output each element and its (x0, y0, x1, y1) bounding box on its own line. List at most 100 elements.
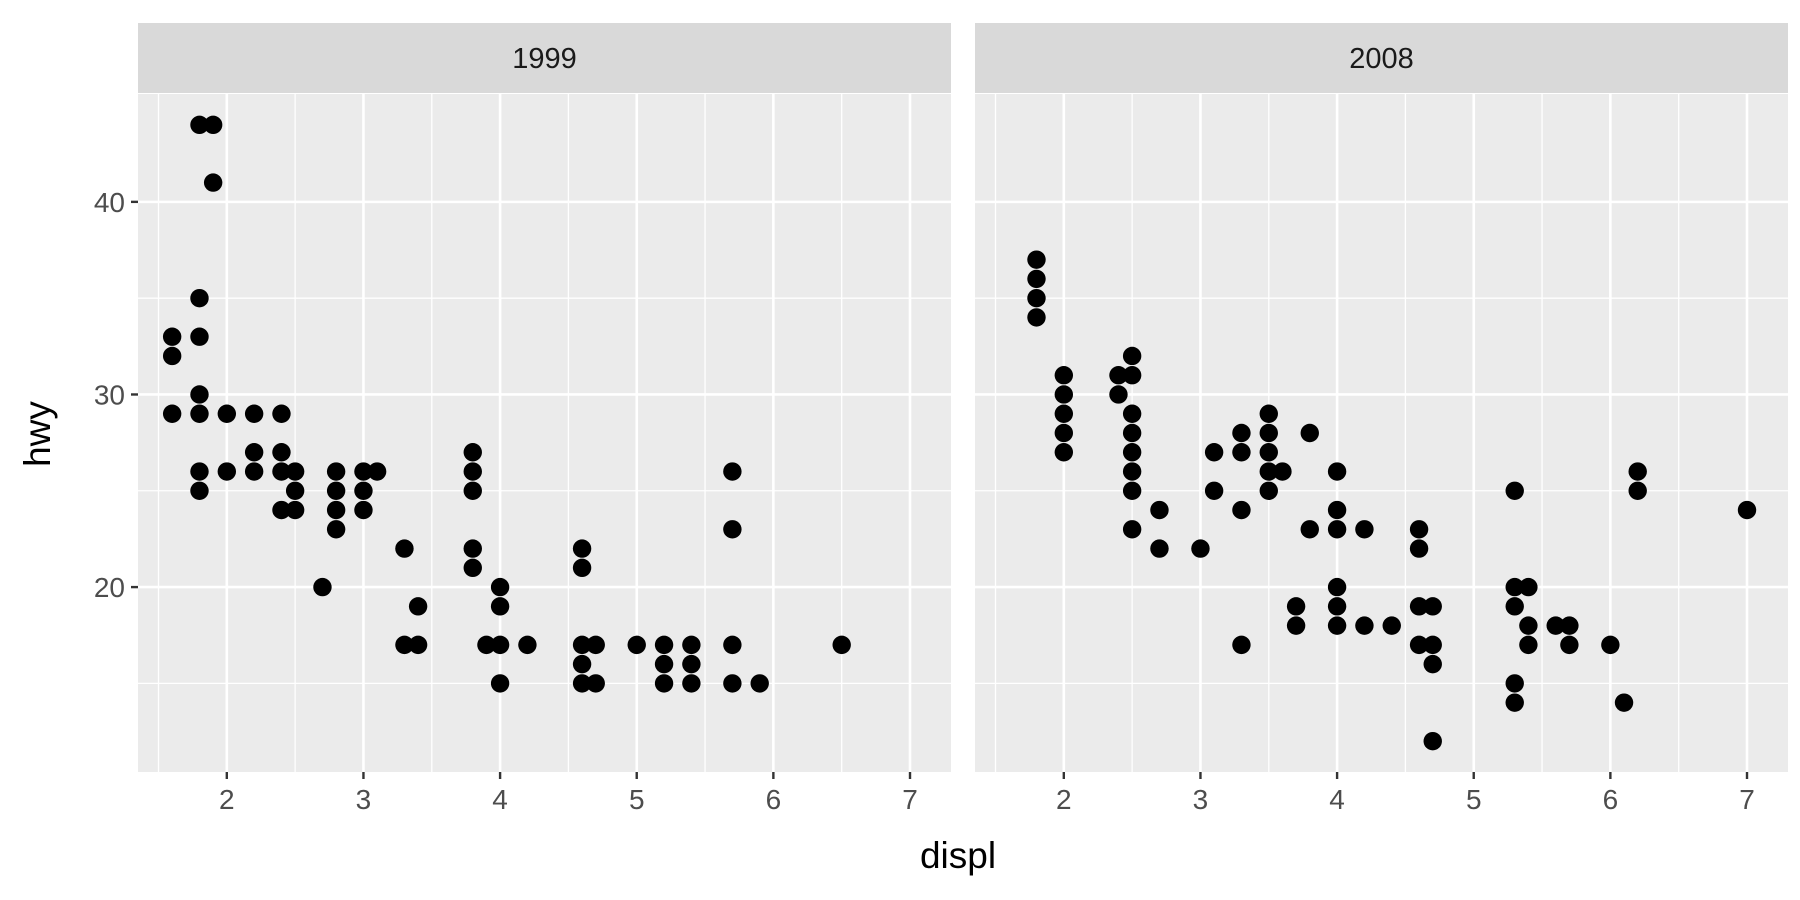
data-point (1122, 481, 1142, 500)
data-point (190, 404, 209, 423)
data-point (408, 597, 428, 616)
data-point (1505, 577, 1524, 597)
data-point (1054, 366, 1074, 385)
data-point (1546, 616, 1565, 635)
data-point (1327, 520, 1347, 539)
data-point (1259, 481, 1278, 500)
data-point (395, 539, 414, 558)
data-point (272, 462, 291, 481)
data-point (654, 674, 674, 693)
data-point (1232, 635, 1251, 655)
data-point (723, 674, 742, 693)
data-point (1327, 462, 1347, 481)
data-point (244, 462, 264, 481)
data-point (1628, 462, 1647, 481)
data-point (723, 635, 742, 655)
data-point (572, 635, 592, 655)
x-tick-label: 5 (629, 784, 645, 815)
data-point (395, 635, 414, 655)
x-axis-title: displ (920, 835, 996, 876)
data-point (572, 558, 592, 578)
data-point (1601, 635, 1620, 655)
data-point (190, 481, 209, 500)
data-point (1027, 288, 1046, 308)
facet-strip (975, 23, 1788, 93)
data-point (1423, 597, 1442, 616)
x-tick-label: 4 (1329, 784, 1345, 815)
data-point (1122, 366, 1142, 385)
data-point (1027, 250, 1046, 269)
data-point (313, 577, 332, 597)
data-point (1054, 404, 1074, 423)
data-point (203, 115, 223, 135)
data-point (1505, 481, 1524, 500)
data-point (1560, 635, 1579, 655)
x-tick-label: 5 (1466, 784, 1482, 815)
data-point (354, 462, 373, 481)
data-point (1423, 654, 1442, 674)
data-point (1259, 404, 1278, 423)
data-point (1054, 443, 1074, 462)
data-point (1560, 616, 1579, 635)
data-point (1382, 616, 1401, 635)
data-point (572, 654, 592, 674)
data-point (490, 597, 510, 616)
data-point (654, 635, 674, 655)
data-point (832, 635, 851, 655)
data-point (1327, 577, 1347, 597)
data-point (1204, 443, 1224, 462)
data-point (217, 462, 237, 481)
data-point (190, 288, 209, 308)
data-point (1300, 520, 1319, 539)
data-point (1259, 423, 1278, 443)
data-point (463, 558, 482, 578)
x-tick-label: 6 (766, 784, 782, 815)
data-point (162, 404, 182, 423)
data-point (190, 462, 209, 481)
data-point (682, 674, 701, 693)
data-point (285, 500, 305, 520)
data-point (682, 635, 701, 655)
data-point (723, 520, 742, 539)
panel-background (138, 94, 951, 772)
x-tick-label: 2 (1056, 784, 1072, 815)
data-point (654, 654, 674, 674)
data-point (1327, 597, 1347, 616)
data-point (1122, 404, 1142, 423)
data-point (1122, 520, 1142, 539)
data-point (518, 635, 537, 655)
y-tick-label: 30 (94, 379, 125, 410)
data-point (1191, 539, 1210, 558)
data-point (1259, 462, 1278, 481)
data-point (408, 635, 428, 655)
y-tick-label: 40 (94, 187, 125, 218)
data-point (1409, 520, 1429, 539)
x-tick-label: 3 (356, 784, 372, 815)
data-point (1519, 616, 1538, 635)
data-point (477, 635, 496, 655)
data-point (627, 635, 646, 655)
data-point (463, 481, 482, 500)
data-point (326, 481, 346, 500)
data-point (354, 500, 373, 520)
data-point (490, 577, 510, 597)
data-point (1628, 481, 1647, 500)
x-tick-label: 4 (492, 784, 508, 815)
data-point (1519, 635, 1538, 655)
data-point (1122, 423, 1142, 443)
facet-strip-label: 1999 (512, 43, 577, 75)
data-point (1505, 597, 1524, 616)
data-point (1027, 269, 1046, 289)
data-point (490, 674, 510, 693)
data-point (1150, 500, 1169, 520)
data-point (1122, 443, 1142, 462)
data-point (272, 404, 291, 423)
data-point (490, 635, 510, 655)
data-point (586, 635, 605, 655)
data-point (1355, 616, 1374, 635)
data-point (354, 481, 373, 500)
data-point (285, 462, 305, 481)
data-point (1409, 635, 1429, 655)
data-point (1409, 597, 1429, 616)
data-point (463, 539, 482, 558)
